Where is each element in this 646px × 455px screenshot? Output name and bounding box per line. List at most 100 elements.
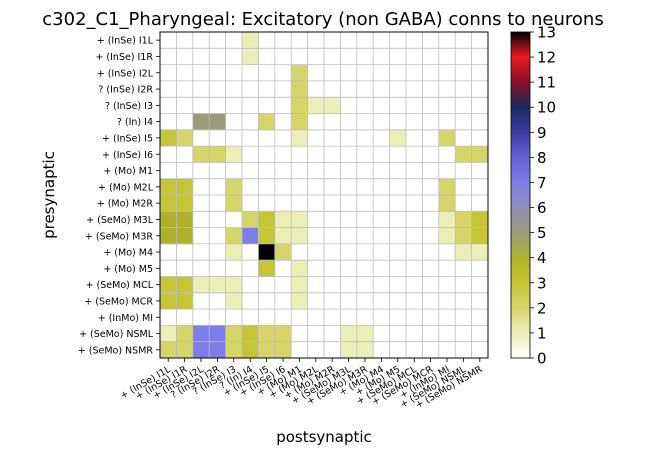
heatmap-cell	[291, 227, 308, 245]
heatmap-cell	[291, 260, 308, 277]
heatmap-cell	[176, 129, 194, 147]
heatmap-cell	[160, 178, 177, 196]
heatmap-cell	[438, 211, 456, 228]
heatmap-cell	[225, 243, 243, 261]
heatmap-cell	[438, 195, 456, 212]
heatmap-cell	[242, 211, 259, 228]
heatmap-cell	[160, 129, 177, 147]
heatmap-cell	[225, 341, 243, 359]
heatmap-cell	[438, 227, 456, 245]
row-tick-label: + (InSe) I1R	[95, 52, 153, 63]
heatmap-cell	[192, 113, 210, 131]
heatmap-cell	[225, 292, 243, 310]
heatmap-cell	[242, 227, 259, 245]
colorbar-tick-label: 8	[537, 149, 547, 167]
y-axis-label: presynaptic	[40, 151, 58, 239]
heatmap-cell	[225, 195, 243, 212]
colorbar	[510, 31, 531, 359]
heatmap-cell	[225, 178, 243, 196]
colorbar-tick-label: 9	[537, 124, 547, 142]
heatmap-cell	[160, 341, 177, 359]
heatmap-cell	[340, 341, 358, 359]
colorbar-tick-label: 13	[537, 24, 556, 42]
colorbar-tick-label: 10	[537, 99, 556, 117]
row-tick-label: + (InSe) I1L	[97, 36, 154, 47]
heatmap-cell	[192, 276, 210, 294]
colorbar-tick-label: 1	[537, 324, 547, 342]
heatmap-cell	[307, 97, 325, 114]
row-tick-label: + (SeMo) NSML	[79, 329, 154, 340]
heatmap-cell	[291, 64, 308, 82]
heatmap-cell	[389, 129, 407, 147]
heatmap-cell	[438, 178, 456, 196]
row-tick-label: + (Mo) M1	[103, 166, 153, 177]
heatmap-cell	[258, 211, 276, 228]
heatmap-cell	[176, 211, 194, 228]
heatmap-cell	[160, 325, 177, 342]
chart-title: c302_C1_Pharyngeal: Excitatory (non GABA…	[42, 9, 603, 30]
colorbar-tick-label: 5	[537, 224, 547, 242]
colorbar-tick-label: 7	[537, 174, 547, 192]
heatmap-cell	[455, 146, 472, 163]
heatmap-cell	[258, 341, 276, 359]
heatmap-cell	[356, 341, 374, 359]
heatmap-cell	[242, 341, 259, 359]
heatmap-cell	[291, 129, 308, 147]
column-tick-labels: + (InSe) I1L+ (InSe) I1R+ (InSe) I2L? (I…	[118, 358, 485, 411]
heatmap-cell	[258, 260, 276, 277]
row-tick-label: + (InSe) I5	[102, 133, 153, 144]
colorbar-tick-label: 3	[537, 274, 547, 292]
heatmap-cell	[192, 325, 210, 342]
heatmap-cell	[324, 97, 341, 114]
heatmap-cell	[160, 292, 177, 310]
row-tick-label: + (InSe) I6	[102, 150, 153, 161]
heatmap-cell	[274, 243, 292, 261]
heatmap-cell	[356, 325, 374, 342]
row-tick-label: + (SeMo) M3L	[86, 215, 154, 226]
heatmap-cell	[274, 211, 292, 228]
colorbar-tick-label: 12	[537, 49, 556, 67]
colorbar-tick-label: 2	[537, 299, 547, 317]
heatmap-cell	[192, 146, 210, 163]
row-tick-label: + (Mo) M4	[103, 248, 153, 259]
heatmap-cell	[209, 146, 226, 163]
heatmap-cell	[471, 146, 489, 163]
heatmap-cell	[160, 195, 177, 212]
heatmap-cell	[291, 276, 308, 294]
row-tick-label: ? (In) I4	[117, 117, 153, 128]
heatmap-cell	[209, 276, 226, 294]
heatmap-cell	[176, 195, 194, 212]
row-tick-label: ? (InSe) I2R	[98, 85, 153, 96]
heatmap-cell	[176, 227, 194, 245]
heatmap-cell	[274, 341, 292, 359]
heatmap-cell	[160, 276, 177, 294]
plot-frame	[159, 31, 489, 359]
heatmap-cell	[471, 211, 489, 228]
heatmap-cell	[176, 325, 194, 342]
heatmap-cell	[258, 325, 276, 342]
heatmap-cell	[455, 243, 472, 261]
colorbar-tick-label: 6	[537, 199, 547, 217]
heatmap-cell	[258, 113, 276, 131]
heatmap-cell	[176, 276, 194, 294]
heatmap-cells	[160, 32, 489, 359]
row-tick-label: + (InSe) I2L	[97, 68, 154, 79]
row-tick-label: + (SeMo) M3R	[85, 231, 154, 242]
heatmap-cell	[291, 211, 308, 228]
heatmap-cell	[258, 243, 276, 261]
heatmap-cell	[455, 227, 472, 245]
heatmap-cell	[176, 292, 194, 310]
row-tick-label: + (InMo) MI	[98, 313, 153, 324]
row-tick-label: + (Mo) M5	[103, 264, 153, 275]
row-tick-label: + (Mo) M2R	[97, 199, 154, 210]
heatmap-cell	[438, 129, 456, 147]
heatmap-cell	[455, 211, 472, 228]
heatmap-cell	[225, 325, 243, 342]
heatmap-cell	[291, 97, 308, 114]
heatmap-cell	[471, 227, 489, 245]
heatmap-cell	[225, 227, 243, 245]
heatmap-cell	[340, 325, 358, 342]
x-axis-label: postsynaptic	[276, 428, 372, 446]
